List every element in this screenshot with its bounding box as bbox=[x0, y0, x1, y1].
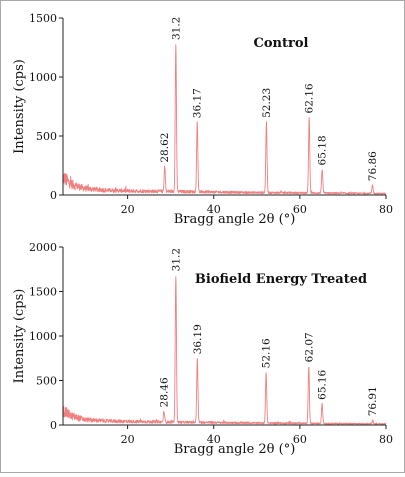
xrd-trace-line bbox=[62, 44, 387, 195]
y-tick-label: 2000 bbox=[29, 241, 57, 254]
x-tick-label: 80 bbox=[379, 433, 393, 446]
x-tick-label: 80 bbox=[379, 203, 393, 216]
peak-label: 31.2 bbox=[170, 17, 182, 40]
x-axis-title: Bragg angle 2θ (°) bbox=[174, 212, 296, 227]
y-tick-label: 0 bbox=[50, 189, 57, 202]
peak-label: 36.17 bbox=[192, 88, 204, 118]
peak-label: 76.86 bbox=[367, 151, 379, 181]
y-axis-title: Intensity (cps) bbox=[12, 59, 27, 154]
y-tick-label: 0 bbox=[50, 419, 57, 432]
y-axis-title: Intensity (cps) bbox=[12, 289, 27, 384]
peak-label: 62.07 bbox=[303, 332, 315, 362]
peak-label: 52.16 bbox=[261, 338, 273, 368]
x-tick-label: 20 bbox=[121, 433, 135, 446]
peak-label: 62.16 bbox=[304, 83, 316, 113]
x-tick-label: 60 bbox=[293, 203, 307, 216]
peak-label: 76.91 bbox=[367, 386, 379, 416]
chart-title: Biofield Energy Treated bbox=[195, 272, 367, 287]
y-tick-label: 500 bbox=[36, 375, 57, 388]
y-tick-label: 500 bbox=[36, 130, 57, 143]
chart-title: Control bbox=[254, 36, 309, 51]
chart-panel-1: 20 40 60 80 0 500 1000 1500 Bragg angle 2θ (°) In… bbox=[12, 12, 393, 227]
xrd-trace-line bbox=[62, 276, 387, 425]
peak-label: 65.16 bbox=[317, 369, 329, 399]
x-tick-label: 40 bbox=[207, 203, 221, 216]
x-axis-title: Bragg angle 2θ (°) bbox=[174, 442, 296, 457]
peak-label: 31.2 bbox=[170, 248, 182, 271]
peak-label: 28.62 bbox=[159, 133, 171, 163]
peak-label: 36.19 bbox=[192, 324, 204, 354]
chart-panel-2: 20 40 60 80 0 500 1000 1500 2000 Bragg angle 2θ (… bbox=[12, 241, 393, 457]
x-tick-label: 60 bbox=[293, 433, 307, 446]
y-tick-label: 1000 bbox=[29, 330, 57, 343]
peak-label: 65.18 bbox=[317, 135, 329, 165]
y-tick-label: 1000 bbox=[29, 71, 57, 84]
x-tick-label: 20 bbox=[121, 203, 135, 216]
x-tick-label: 40 bbox=[207, 433, 221, 446]
peak-label: 52.23 bbox=[261, 88, 273, 118]
y-tick-label: 1500 bbox=[29, 12, 57, 25]
y-tick-label: 1500 bbox=[29, 286, 57, 299]
peak-label: 28.46 bbox=[159, 377, 171, 407]
